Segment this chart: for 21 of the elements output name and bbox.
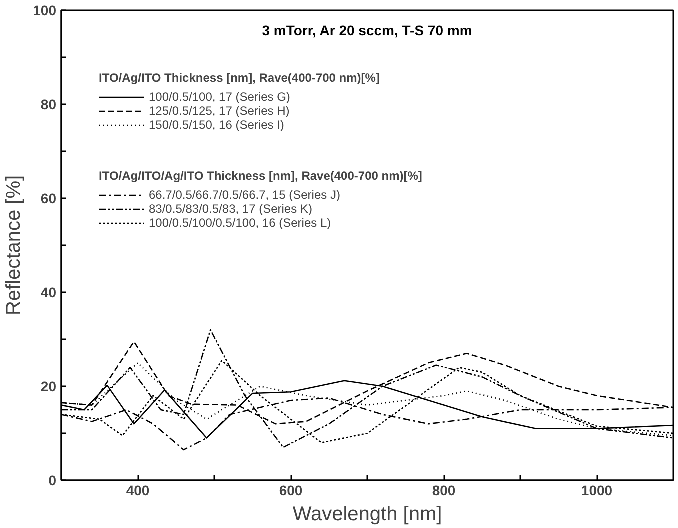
legend-label: 100/0.5/100/0.5/100, 16 (Series L)	[149, 216, 332, 230]
y-tick-label: 40	[40, 284, 57, 300]
x-tick-label: 400	[126, 482, 150, 498]
legend-label: 150/0.5/150, 16 (Series I)	[149, 118, 284, 132]
legend-label: 100/0.5/100, 17 (Series G)	[149, 90, 290, 104]
annotation: ITO/Ag/ITO/Ag/ITO Thickness [nm], Rave(400-700 nm)[%]	[99, 169, 422, 183]
legend-label: 125/0.5/125, 17 (Series H)	[149, 104, 290, 118]
y-axis-title: Reflectance [%]	[3, 175, 26, 316]
legend-title: ITO/Ag/ITO Thickness [nm], Rave(400-700 nm)[%]	[99, 71, 380, 85]
legend-label: 83/0.5/83/0.5/83, 17 (Series K)	[149, 202, 312, 216]
legend-label: 66.7/0.5/66.7/0.5/66.7, 15 (Series J)	[149, 188, 340, 202]
x-axis-title: Wavelength [nm]	[292, 504, 442, 526]
y-tick-label: 100	[33, 2, 57, 18]
x-tick-label: 800	[432, 482, 456, 498]
y-tick-label: 0	[48, 472, 57, 488]
y-tick-label: 60	[40, 190, 57, 206]
x-tick-label: 600	[279, 482, 303, 498]
y-tick-label: 80	[40, 96, 57, 112]
x-tick-label: 1000	[581, 482, 613, 498]
text: 3 mTorr, Ar 20 sccm, T-S 70 mm	[262, 22, 472, 38]
y-tick-label: 20	[40, 378, 57, 394]
